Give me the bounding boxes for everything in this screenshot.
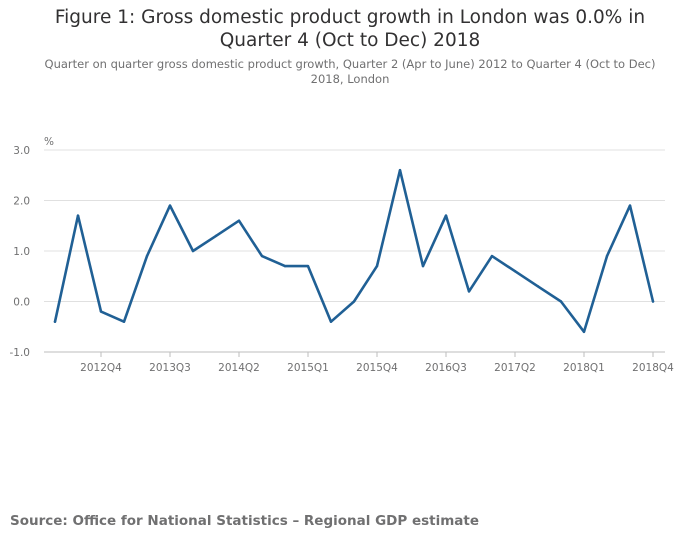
data-point — [99, 310, 103, 313]
data-point — [444, 214, 448, 217]
data-point — [306, 264, 310, 268]
source-note: Source: Office for National Statistics –… — [10, 513, 480, 529]
y-tick-label: 3.0 — [13, 145, 30, 157]
data-point — [76, 214, 80, 217]
x-tick-label: 2014Q2 — [218, 362, 260, 374]
data-point — [605, 254, 609, 258]
x-tick-label: 2013Q3 — [149, 362, 191, 374]
data-point — [352, 300, 356, 303]
y-axis-ticks: -1.0 0.0 1.0 2.0 3.0 — [10, 145, 31, 359]
data-point — [513, 270, 517, 273]
data-point — [191, 249, 195, 253]
data-point — [168, 204, 172, 207]
chart-title: Figure 1: Gross domestic product growth … — [54, 7, 646, 51]
data-point — [536, 285, 540, 288]
x-tick-label: 2016Q3 — [425, 362, 467, 374]
data-point — [122, 320, 126, 323]
chart-subtitle: Quarter on quarter gross domestic produc… — [44, 57, 656, 86]
data-point — [490, 254, 494, 258]
data-point — [214, 234, 218, 238]
series-layer — [53, 168, 655, 334]
data-point — [145, 254, 149, 258]
data-point — [398, 169, 402, 172]
y-tick-label: -1.0 — [10, 347, 31, 359]
x-tick-label: 2012Q4 — [80, 362, 122, 374]
x-axis: 2012Q4 2013Q3 2014Q2 2015Q1 2015Q4 2016Q3 2017… — [44, 351, 674, 374]
data-point — [329, 320, 333, 323]
data-point — [559, 300, 563, 303]
data-point — [651, 300, 655, 303]
data-point — [283, 264, 287, 268]
y-tick-label: 2.0 — [13, 196, 30, 208]
grid-lines — [44, 149, 665, 353]
data-point — [237, 219, 241, 222]
x-tick-label: 2017Q2 — [494, 362, 536, 374]
y-tick-label: 1.0 — [13, 246, 30, 258]
data-point — [628, 204, 632, 207]
y-tick-label: 0.0 — [13, 297, 30, 309]
data-point — [260, 254, 264, 258]
x-tick-label: 2015Q1 — [287, 362, 329, 374]
x-tick-label: 2018Q4 — [632, 362, 674, 374]
data-point — [467, 290, 471, 293]
data-point — [53, 320, 57, 323]
x-tick-label: 2018Q1 — [563, 362, 605, 374]
data-point — [582, 330, 586, 333]
data-point — [421, 264, 425, 268]
y-axis-unit-label: % — [44, 136, 54, 148]
x-tick-label: 2015Q4 — [356, 362, 398, 374]
data-point — [375, 264, 379, 268]
